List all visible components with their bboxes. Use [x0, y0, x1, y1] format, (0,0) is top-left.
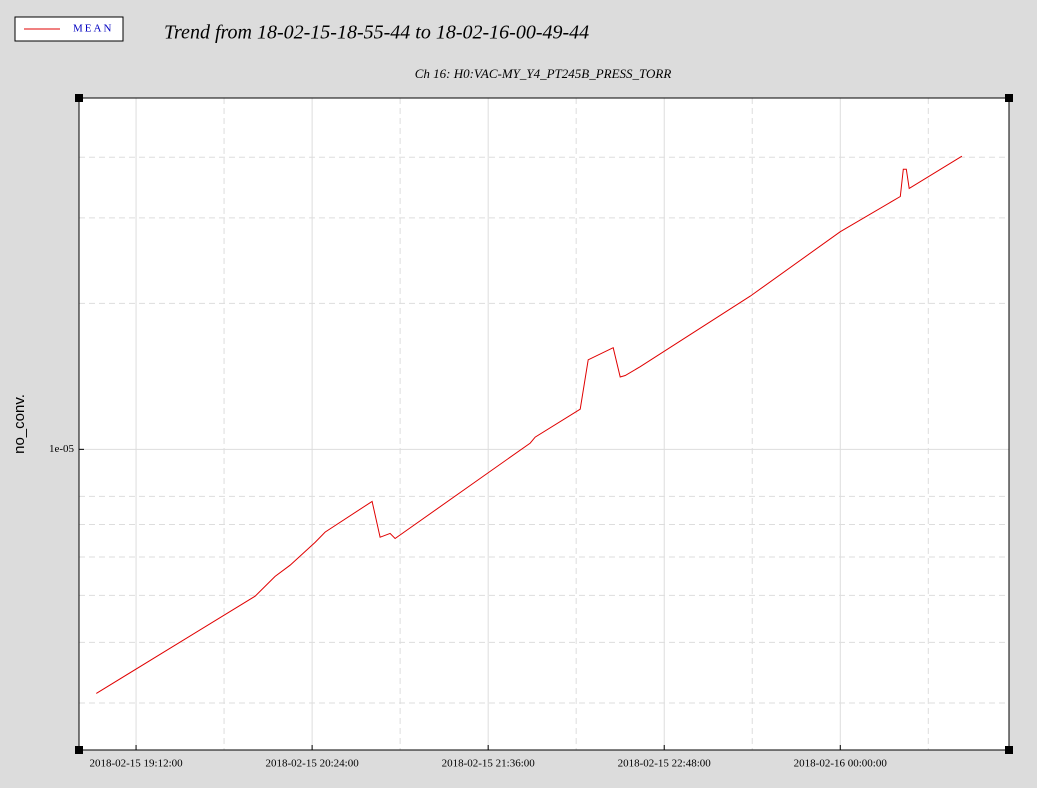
- y-axis-label: no_conv.: [11, 394, 28, 454]
- chart-subtitle: Ch 16: H0:VAC-MY_Y4_PT245B_PRESS_TORR: [415, 66, 672, 81]
- data-line: [96, 155, 963, 694]
- x-tick-label: 2018-02-15 19:12:00: [89, 758, 183, 770]
- x-tick-label: 2018-02-15 21:36:00: [442, 758, 536, 770]
- y-tick-label: 1e-05: [49, 443, 75, 455]
- corner-handle: [1005, 746, 1013, 754]
- chart-title: Trend from 18-02-15-18-55-44 to 18-02-16…: [164, 22, 589, 44]
- corner-handle: [1005, 94, 1013, 102]
- x-tick-label: 2018-02-15 22:48:00: [618, 758, 712, 770]
- plot-border: [78, 97, 1010, 751]
- x-tick-label: 2018-02-16 00:00:00: [794, 758, 888, 770]
- corner-handle: [75, 94, 83, 102]
- plot-area: [79, 98, 1009, 750]
- legend-label: MEAN: [73, 23, 113, 35]
- x-tick-label: 2018-02-15 20:24:00: [266, 758, 360, 770]
- corner-handle: [75, 746, 83, 754]
